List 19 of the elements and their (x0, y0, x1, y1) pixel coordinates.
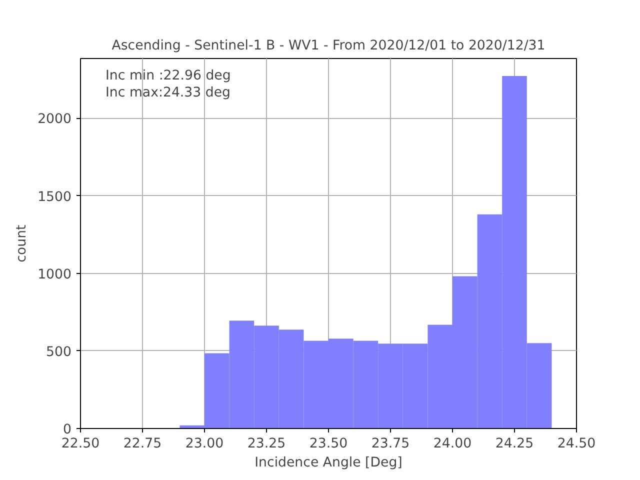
x-tick-label: 23.75 (371, 436, 410, 452)
x-tick-label: 22.75 (123, 436, 162, 452)
y-tick-label: 2000 (38, 112, 72, 128)
x-tick-label: 24.00 (433, 436, 472, 452)
x-axis-title: Incidence Angle [Deg] (254, 456, 402, 470)
y-tick-label: 1000 (38, 267, 72, 282)
x-tick-label: 23.00 (185, 436, 224, 452)
chart-title: Ascending - Sentinel-1 B - WV1 - From 2020/12/01 to 2020/12/31 (112, 38, 546, 54)
x-tick-label: 22.50 (61, 436, 100, 452)
annotation: Inc max:24.33 deg (106, 86, 230, 100)
y-tick-label: 1500 (38, 190, 72, 205)
x-tick-label: 23.25 (247, 436, 286, 452)
y-axis-title: count (14, 224, 30, 262)
x-tick-label: 23.50 (309, 436, 348, 452)
y-tick-label: 0 (63, 422, 72, 438)
annotation: Inc min :22.96 deg (106, 68, 231, 84)
x-tick-label: 24.50 (557, 436, 596, 452)
x-tick-label: 24.25 (495, 436, 534, 452)
y-tick-label: 500 (46, 344, 72, 360)
